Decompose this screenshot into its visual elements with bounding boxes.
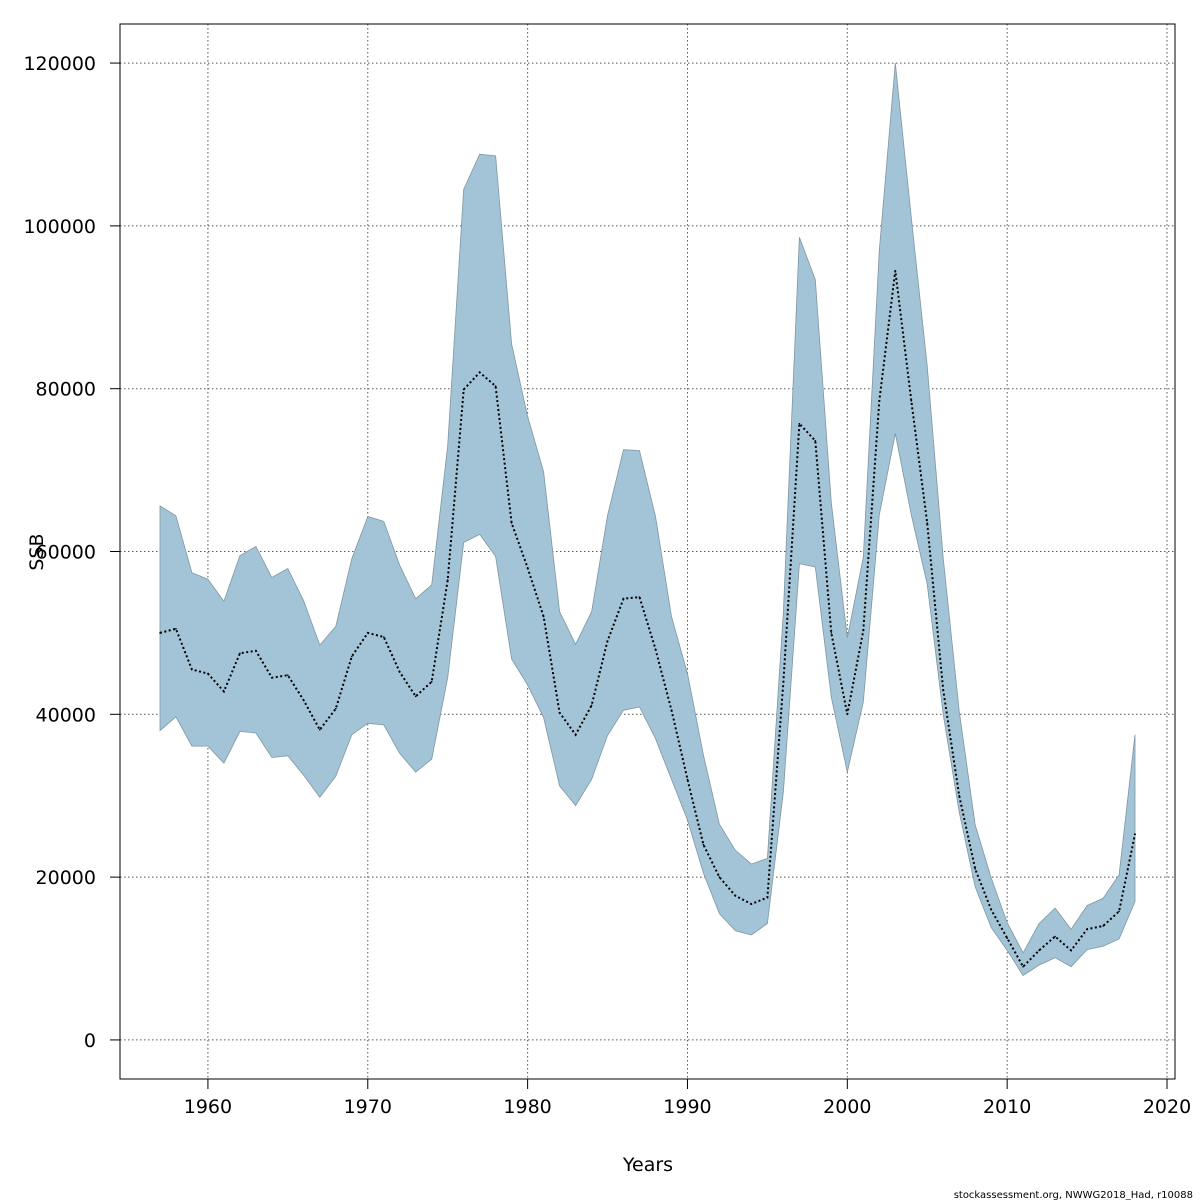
x-tick-label: 2020	[1143, 1096, 1191, 1118]
x-tick-label: 2010	[983, 1096, 1031, 1118]
ssb-point	[239, 652, 241, 655]
y-tick-label: 20000	[36, 867, 96, 889]
ssb-point	[622, 597, 625, 600]
ssb-point	[351, 655, 353, 658]
x-tick-label: 1980	[503, 1096, 551, 1118]
ssb-point	[638, 596, 641, 598]
y-tick-label: 80000	[36, 379, 96, 401]
ssb-point	[462, 388, 465, 391]
ssb-point	[1102, 925, 1104, 927]
ssb-point	[223, 690, 225, 693]
y-tick-label: 0	[84, 1030, 96, 1052]
ssb-point	[494, 385, 497, 388]
y-tick-label: 40000	[36, 704, 96, 726]
y-axis: 0 20000 40000 60000 80000 100000 120000	[23, 53, 120, 1052]
ssb-point	[1022, 965, 1024, 968]
ssb-point	[862, 629, 865, 632]
ssb-point	[798, 422, 801, 425]
ssb-point	[590, 704, 593, 707]
ssb-point	[430, 680, 433, 683]
ssb-point	[383, 636, 385, 638]
ssb-point	[686, 778, 689, 781]
ssb-point	[303, 699, 305, 702]
ssb-point	[1118, 910, 1120, 913]
ssb-point	[958, 794, 960, 797]
ssb-point	[191, 668, 193, 671]
ssb-point	[734, 895, 737, 897]
ssb-point	[271, 676, 273, 679]
y-axis-title: SSB	[26, 533, 48, 570]
ssb-line-layer	[159, 269, 1136, 969]
ssb-point	[1054, 935, 1056, 938]
ssb-point	[670, 709, 673, 711]
ssb-point	[718, 876, 721, 878]
ssb-point	[414, 695, 417, 698]
ssb-point	[750, 903, 753, 905]
x-axis-title: Years	[622, 1154, 673, 1176]
ssb-point	[878, 400, 881, 402]
ssb-point	[175, 628, 177, 630]
ssb-point	[574, 733, 577, 736]
y-tick-label: 60000	[36, 542, 96, 564]
ssb-point	[1006, 937, 1008, 939]
x-axis: 1960 1970 1980 1990 2000 2010 2020	[184, 1079, 1191, 1118]
ssb-point	[287, 674, 289, 676]
y-tick-label: 120000	[23, 53, 96, 75]
ssb-point	[846, 713, 849, 716]
ssb-point	[782, 680, 785, 683]
ssb-point	[910, 400, 913, 402]
ssb-point	[702, 843, 705, 846]
ssb-point	[926, 522, 928, 524]
ssb-point	[367, 632, 369, 634]
ssb-point	[558, 711, 561, 714]
ssb-point	[207, 672, 209, 675]
x-tick-label: 1970	[344, 1096, 392, 1118]
ssb-point	[654, 648, 657, 650]
ssb-point	[1086, 928, 1088, 930]
ssb-point	[942, 689, 944, 691]
ssb-point	[446, 579, 449, 581]
x-tick-label: 2000	[823, 1096, 871, 1118]
ssb-point	[398, 671, 401, 673]
ssb-point	[319, 729, 321, 731]
ssb-point	[159, 632, 161, 634]
ssb-point	[766, 896, 769, 899]
ssb-point	[1070, 949, 1072, 952]
ssb-point	[526, 567, 529, 569]
ssb-point	[894, 269, 897, 272]
x-tick-label: 1990	[663, 1096, 711, 1118]
ssb-estimate-line	[159, 270, 1136, 969]
ssb-point	[814, 440, 817, 442]
footer-credit: stockassessment.org, NWWG2018_Had, r1008…	[954, 1190, 1193, 1200]
ssb-point	[1038, 949, 1040, 952]
confidence-band	[159, 63, 1136, 977]
ssb-point	[974, 868, 976, 870]
ssb-point	[1134, 833, 1136, 835]
ssb-point	[542, 615, 545, 618]
x-tick-label: 1960	[184, 1096, 232, 1118]
ssb-point	[830, 632, 833, 634]
ssb-point	[255, 650, 257, 652]
y-tick-label: 100000	[23, 216, 96, 238]
ssb-point	[510, 522, 513, 524]
ssb-point	[990, 908, 992, 911]
ssb-point	[335, 707, 337, 710]
ssb-point	[478, 371, 481, 374]
ssb-point	[606, 640, 609, 642]
confidence-band-layer	[159, 63, 1136, 977]
